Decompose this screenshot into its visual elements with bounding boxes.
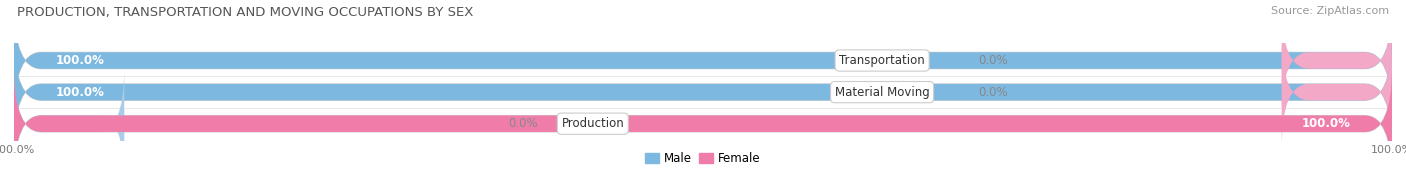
FancyBboxPatch shape <box>14 69 1392 179</box>
Text: Transportation: Transportation <box>839 54 925 67</box>
Text: 0.0%: 0.0% <box>979 86 1008 99</box>
Text: 0.0%: 0.0% <box>979 54 1008 67</box>
FancyBboxPatch shape <box>14 5 1392 115</box>
FancyBboxPatch shape <box>14 5 1392 115</box>
Text: PRODUCTION, TRANSPORTATION AND MOVING OCCUPATIONS BY SEX: PRODUCTION, TRANSPORTATION AND MOVING OC… <box>17 6 474 19</box>
FancyBboxPatch shape <box>14 69 124 179</box>
Text: Production: Production <box>561 117 624 130</box>
Text: Material Moving: Material Moving <box>835 86 929 99</box>
FancyBboxPatch shape <box>1282 37 1392 147</box>
Text: 100.0%: 100.0% <box>55 54 104 67</box>
FancyBboxPatch shape <box>14 37 1392 147</box>
FancyBboxPatch shape <box>14 69 1392 179</box>
FancyBboxPatch shape <box>14 37 1392 147</box>
Text: 0.0%: 0.0% <box>508 117 537 130</box>
Legend: Male, Female: Male, Female <box>641 147 765 170</box>
Text: 100.0%: 100.0% <box>55 86 104 99</box>
Text: 100.0%: 100.0% <box>1302 117 1351 130</box>
FancyBboxPatch shape <box>1282 5 1392 115</box>
Text: Source: ZipAtlas.com: Source: ZipAtlas.com <box>1271 6 1389 16</box>
